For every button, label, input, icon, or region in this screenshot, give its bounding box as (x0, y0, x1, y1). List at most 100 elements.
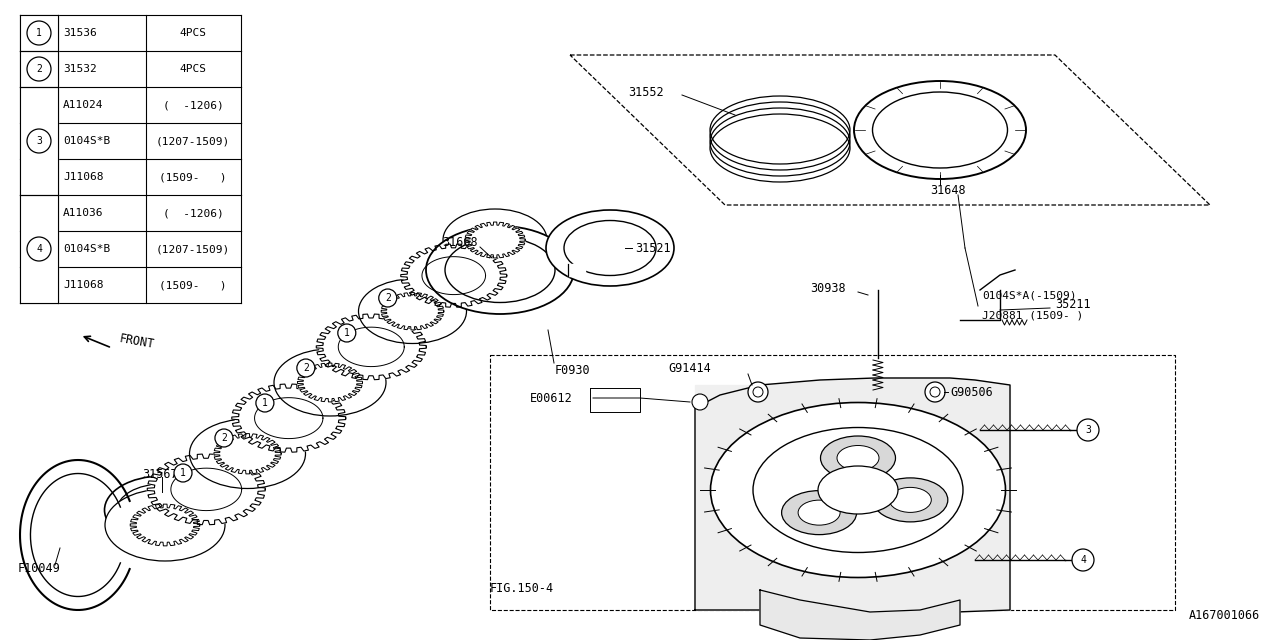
Circle shape (27, 57, 51, 81)
Circle shape (27, 237, 51, 261)
Text: 1: 1 (36, 28, 42, 38)
Polygon shape (381, 292, 444, 330)
Circle shape (692, 394, 708, 410)
Circle shape (27, 21, 51, 45)
Circle shape (931, 387, 940, 397)
Text: 31648: 31648 (931, 184, 965, 196)
Circle shape (27, 129, 51, 153)
Ellipse shape (189, 419, 306, 488)
Text: J11068: J11068 (63, 280, 104, 290)
Text: FRONT: FRONT (118, 333, 155, 351)
Ellipse shape (426, 226, 573, 314)
Circle shape (338, 324, 356, 342)
Polygon shape (401, 244, 507, 307)
Polygon shape (316, 314, 426, 380)
Text: 31567: 31567 (142, 467, 178, 481)
Text: J11068: J11068 (63, 172, 104, 182)
Text: 1: 1 (344, 328, 349, 338)
Text: 3: 3 (36, 136, 42, 146)
Text: 31532: 31532 (63, 64, 97, 74)
Polygon shape (214, 433, 282, 474)
Text: 4PCS: 4PCS (179, 28, 206, 38)
Ellipse shape (234, 386, 343, 451)
Circle shape (297, 359, 315, 377)
Polygon shape (760, 590, 960, 640)
Polygon shape (20, 195, 58, 303)
Ellipse shape (782, 491, 856, 534)
Text: A167001066: A167001066 (1189, 609, 1260, 622)
Ellipse shape (710, 403, 1006, 577)
Text: A11024: A11024 (63, 100, 104, 110)
Ellipse shape (837, 445, 879, 470)
Ellipse shape (105, 476, 219, 544)
Text: 0104S*A(-1509): 0104S*A(-1509) (982, 291, 1076, 301)
Text: 31521: 31521 (635, 241, 671, 255)
Ellipse shape (564, 221, 657, 275)
Text: 31668: 31668 (442, 236, 477, 248)
Ellipse shape (445, 237, 556, 303)
Text: 4PCS: 4PCS (179, 64, 206, 74)
Polygon shape (232, 384, 346, 452)
Ellipse shape (443, 209, 547, 271)
Text: (1207-1509): (1207-1509) (156, 136, 230, 146)
Polygon shape (20, 87, 58, 195)
Ellipse shape (150, 456, 262, 523)
Polygon shape (297, 363, 362, 402)
Ellipse shape (799, 500, 840, 525)
Text: (1509-   ): (1509- ) (159, 172, 227, 182)
Polygon shape (465, 222, 525, 258)
Text: 0104S*B: 0104S*B (63, 244, 110, 254)
Text: J20881 (1509- ): J20881 (1509- ) (982, 311, 1083, 321)
Text: 3: 3 (1085, 425, 1091, 435)
Circle shape (215, 429, 233, 447)
Ellipse shape (890, 488, 932, 513)
Text: 35211: 35211 (1055, 298, 1091, 312)
Polygon shape (147, 454, 265, 525)
Text: 2: 2 (221, 433, 227, 443)
Polygon shape (20, 51, 58, 87)
Text: 31536: 31536 (63, 28, 97, 38)
Circle shape (1073, 549, 1094, 571)
Text: G91414: G91414 (668, 362, 710, 374)
Text: 1: 1 (262, 398, 268, 408)
Polygon shape (131, 504, 200, 546)
Circle shape (256, 394, 274, 412)
Ellipse shape (116, 484, 207, 536)
Ellipse shape (403, 246, 504, 306)
Text: F10049: F10049 (18, 561, 60, 575)
Circle shape (748, 382, 768, 402)
Ellipse shape (854, 81, 1027, 179)
Circle shape (379, 289, 397, 307)
Polygon shape (695, 385, 1010, 610)
Text: 30938: 30938 (810, 282, 846, 294)
Text: E00612: E00612 (530, 392, 572, 404)
Ellipse shape (753, 428, 963, 552)
Ellipse shape (873, 478, 947, 522)
Text: (1207-1509): (1207-1509) (156, 244, 230, 254)
Text: 31552: 31552 (628, 86, 663, 99)
Text: G90506: G90506 (950, 385, 993, 399)
Polygon shape (695, 378, 1010, 615)
Text: (  -1206): ( -1206) (163, 208, 224, 218)
Text: A11036: A11036 (63, 208, 104, 218)
Ellipse shape (820, 436, 896, 480)
Text: 4: 4 (1080, 555, 1085, 565)
Ellipse shape (818, 466, 899, 514)
Ellipse shape (274, 349, 387, 416)
Text: (  -1206): ( -1206) (163, 100, 224, 110)
Text: 2: 2 (36, 64, 42, 74)
Polygon shape (568, 264, 585, 276)
Text: F0930: F0930 (556, 364, 590, 376)
Text: FIG.150-4: FIG.150-4 (490, 582, 554, 595)
Circle shape (174, 464, 192, 482)
Text: 2: 2 (385, 293, 390, 303)
Ellipse shape (319, 316, 424, 378)
Text: 4: 4 (36, 244, 42, 254)
Polygon shape (20, 15, 58, 51)
Ellipse shape (873, 92, 1007, 168)
Text: 0104S*B: 0104S*B (63, 136, 110, 146)
Text: 1: 1 (180, 468, 186, 478)
Ellipse shape (358, 279, 466, 344)
Circle shape (753, 387, 763, 397)
Ellipse shape (547, 210, 675, 286)
